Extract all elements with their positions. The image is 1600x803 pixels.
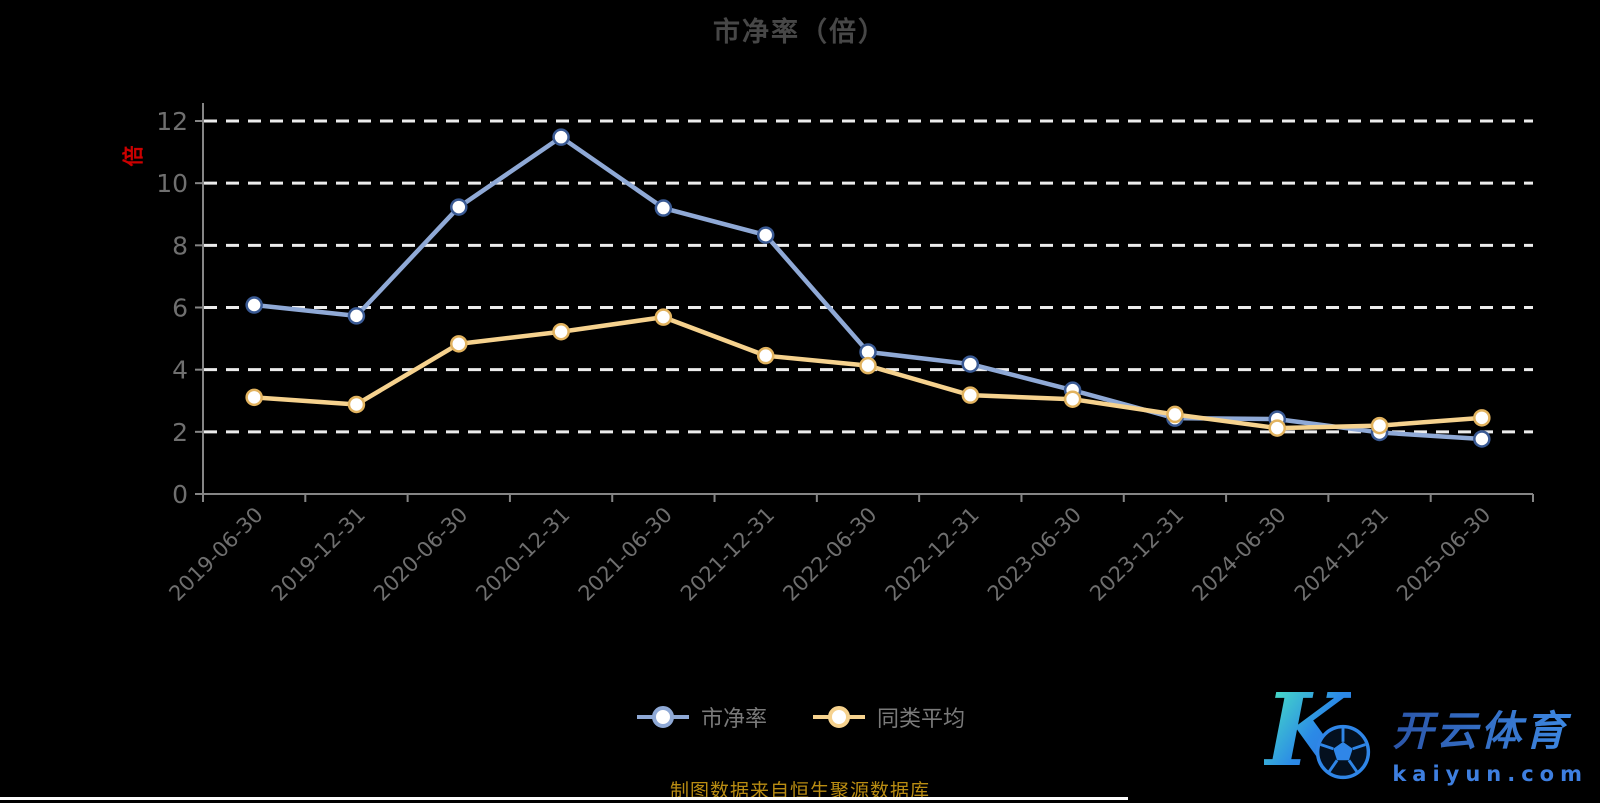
legend-item-1[interactable]: 同类平均	[811, 701, 965, 733]
legend-label: 市净率	[700, 707, 767, 732]
kaiyun-k-mark: K	[1264, 680, 1376, 781]
y-tick-label: 10	[156, 169, 188, 198]
footer-source: 制图数据来自恒生聚源数据库	[669, 780, 930, 802]
x-tick-label: 2023-12-31	[1085, 503, 1188, 606]
y-tick-label: 12	[156, 107, 188, 136]
data-point-marker[interactable]	[756, 346, 775, 365]
data-point-marker[interactable]	[552, 322, 570, 341]
x-tick-label: 2020-12-31	[471, 503, 574, 606]
data-point-marker[interactable]	[1166, 405, 1184, 424]
chart-title: 市净率（倍）	[713, 17, 887, 48]
data-point-marker[interactable]	[245, 388, 263, 407]
y-tick-label: 0	[172, 480, 188, 509]
data-point-marker[interactable]	[450, 335, 468, 353]
y-tick-label: 6	[172, 294, 188, 323]
data-point-marker[interactable]	[961, 355, 980, 373]
y-tick-label: 2	[172, 418, 188, 447]
legend-marker-icon	[636, 706, 689, 728]
bottom-edge-strip	[0, 797, 1128, 800]
data-point-marker[interactable]	[1370, 416, 1389, 435]
legend: 市净率 同类平均	[0, 701, 1600, 733]
data-point-marker[interactable]	[347, 395, 366, 414]
legend-marker-icon	[813, 706, 865, 728]
data-point-marker[interactable]	[654, 199, 673, 217]
y-tick-label: 4	[172, 356, 188, 385]
x-tick-label: 2024-06-30	[1187, 503, 1290, 606]
y-tick-label: 8	[172, 231, 188, 260]
data-point-marker[interactable]	[450, 198, 468, 216]
x-tick-label: 2022-06-30	[778, 503, 881, 606]
data-point-marker[interactable]	[1473, 409, 1491, 427]
x-tick-label: 2021-06-30	[574, 503, 677, 606]
data-point-marker[interactable]	[961, 386, 980, 404]
data-point-marker[interactable]	[245, 296, 263, 314]
watermark-domain-text: kaiyun.com	[1392, 762, 1588, 786]
legend-label: 同类平均	[877, 707, 966, 732]
x-tick-label: 2023-06-30	[983, 503, 1086, 606]
soccer-ball-icon	[1316, 724, 1371, 780]
data-point-marker[interactable]	[756, 226, 775, 244]
watermark-text-block: 开云体育 kaiyun.com	[1392, 685, 1588, 786]
data-point-marker[interactable]	[347, 307, 366, 325]
data-point-marker[interactable]	[859, 356, 877, 375]
data-point-marker[interactable]	[1268, 419, 1286, 437]
data-point-marker[interactable]	[654, 308, 673, 326]
x-tick-label: 2021-12-31	[676, 503, 779, 606]
x-tick-label: 2020-06-30	[369, 503, 472, 606]
x-tick-label: 2022-12-31	[881, 503, 984, 606]
x-tick-label: 2019-06-30	[164, 503, 267, 606]
x-tick-label: 2019-12-31	[267, 503, 370, 606]
watermark-logo[interactable]: K 开云体育 kaiyun.com	[1264, 680, 1588, 786]
legend-item-0[interactable]: 市净率	[635, 701, 767, 733]
data-point-marker[interactable]	[1473, 430, 1491, 448]
x-tick-label: 2025-06-30	[1392, 503, 1495, 606]
data-point-marker[interactable]	[1063, 390, 1082, 408]
x-tick-label: 2024-12-31	[1290, 503, 1393, 606]
watermark-brand-text: 开云体育	[1392, 697, 1588, 757]
data-point-marker[interactable]	[552, 128, 570, 146]
